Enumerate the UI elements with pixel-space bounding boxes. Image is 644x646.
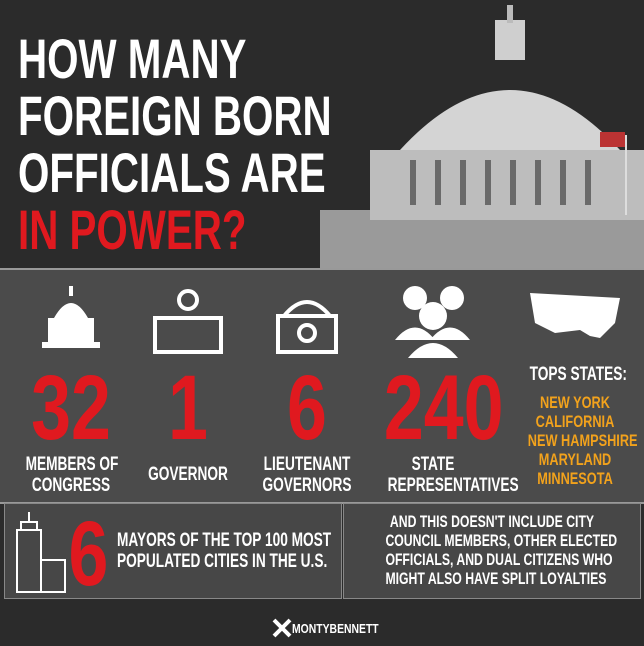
note-line: MIGHT ALSO HAVE SPLIT LOYALTIES xyxy=(385,569,598,588)
state: MINNESOTA xyxy=(528,469,623,488)
state: CALIFORNIA xyxy=(528,412,623,431)
mayors-label-line: MAYORS OF THE TOP 100 MOST xyxy=(117,530,331,551)
note-line: COUNCIL MEMBERS, OTHER ELECTED xyxy=(385,531,598,550)
mayors-label-line: POPULATED CITIES IN THE U.S. xyxy=(117,551,331,572)
stat-number: 32 xyxy=(22,362,120,454)
stat-label: STATE xyxy=(388,454,479,475)
building-icon xyxy=(11,510,69,594)
state: MARYLAND xyxy=(528,450,623,469)
states-heading: TOPS STATES: xyxy=(530,364,621,385)
stat: 32 MEMBERS OF CONGRESS xyxy=(8,362,134,496)
icons xyxy=(0,278,644,360)
stat: 6 LIEUTENANT GOVERNORS xyxy=(244,362,370,496)
stat-label: MEMBERS OF xyxy=(26,454,117,475)
title-line: HOW MANY xyxy=(18,30,332,87)
state: NEW HAMPSHIRE xyxy=(528,431,623,450)
stat: 240 STATE REPRESENTATIVES xyxy=(370,362,496,496)
note-box: AND THIS DOESN'T INCLUDE CITY COUNCIL ME… xyxy=(343,503,641,599)
top-states: TOPS STATES: NEW YORK CALIFORNIA NEW HAM… xyxy=(512,364,638,488)
state: NEW YORK xyxy=(528,393,623,412)
note-line: OFFICIALS, AND DUAL CITIZENS WHO xyxy=(385,550,598,569)
stat-number: 6 xyxy=(258,362,356,454)
stat-label: REPRESENTATIVES xyxy=(388,475,479,496)
stat-label: LIEUTENANT xyxy=(262,454,353,475)
stats-band: 32 MEMBERS OF CONGRESS 1 GOVERNOR 6 LIEU… xyxy=(0,268,644,504)
mayors-number: 6 xyxy=(69,508,108,600)
stat-label: GOVERNOR xyxy=(143,464,234,485)
stat-number: 240 xyxy=(384,362,482,454)
title-line: FOREIGN BORN xyxy=(18,87,332,144)
brand-logo xyxy=(272,618,292,638)
mayors-box: 6 MAYORS OF THE TOP 100 MOST POPULATED C… xyxy=(4,503,342,599)
note-line: AND THIS DOESN'T INCLUDE CITY xyxy=(385,512,598,531)
infographic: HOW MANY FOREIGN BORN OFFICIALS ARE IN P… xyxy=(0,0,644,646)
stat-label: CONGRESS xyxy=(26,475,117,496)
brand: MONTYBENNETT xyxy=(292,621,379,636)
stat: 1 GOVERNOR xyxy=(125,362,251,485)
title-line: OFFICIALS ARE xyxy=(18,144,332,201)
title-line: IN POWER? xyxy=(18,201,332,258)
capitol-illustration xyxy=(320,0,644,268)
stat-label: GOVERNORS xyxy=(262,475,353,496)
stat-number: 1 xyxy=(139,362,237,454)
title: HOW MANY FOREIGN BORN OFFICIALS ARE IN P… xyxy=(18,30,332,258)
